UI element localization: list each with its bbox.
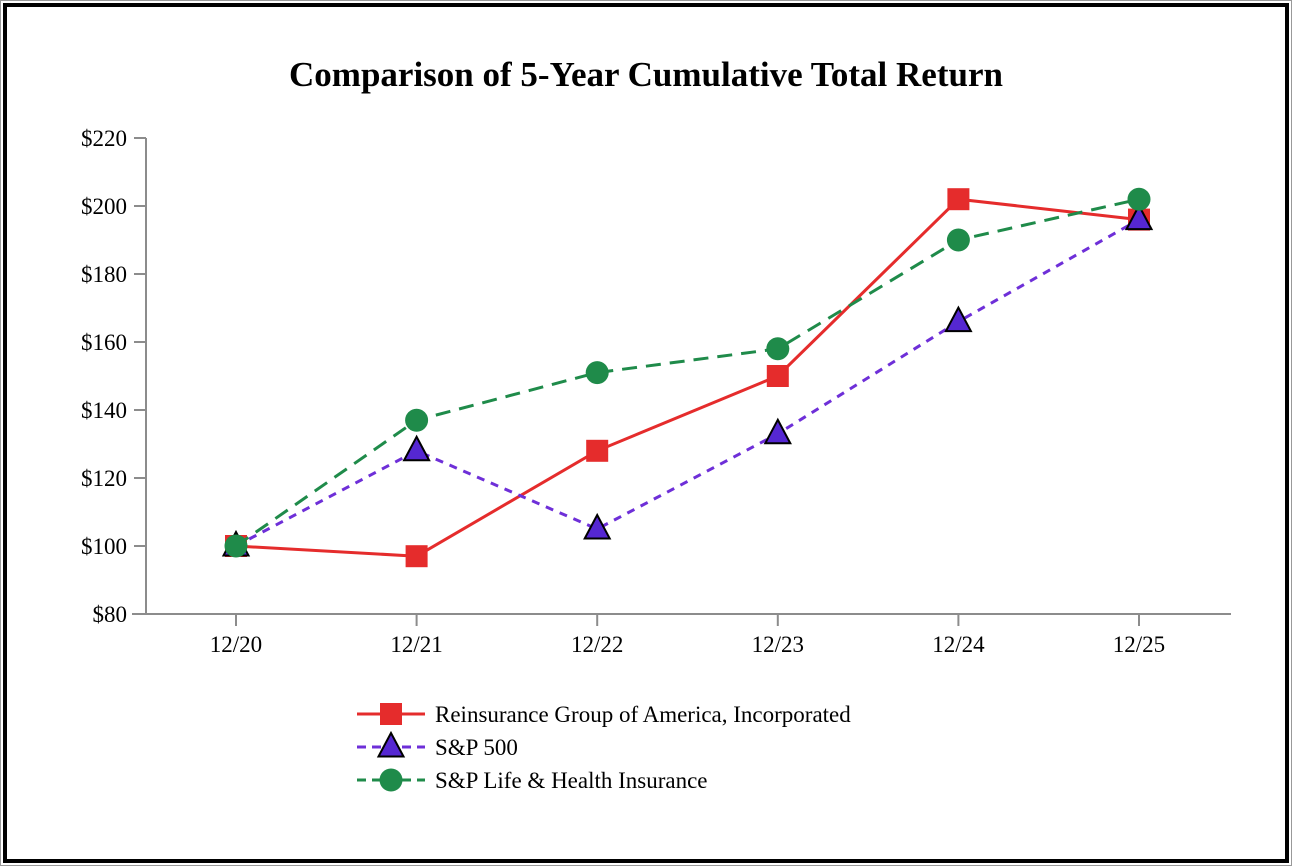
legend-label: S&P 500 [435,735,518,760]
triangle-marker [1124,203,1154,231]
chart-title: Comparison of 5-Year Cumulative Total Re… [289,55,1003,94]
y-tick-label: $180 [81,262,127,287]
triangle-marker [583,512,612,540]
y-tick-label: $200 [81,194,127,219]
y-tick-label: $160 [81,330,127,355]
x-tick-label: 12/20 [210,632,262,657]
x-tick-label: 12/25 [1113,632,1165,657]
legend-item: Reinsurance Group of America, Incorporat… [357,702,851,727]
legend-item: S&P Life & Health Insurance [357,768,708,793]
y-tick-label: $100 [81,534,127,559]
series-0 [225,188,1150,568]
circle-marker [946,228,970,252]
series-1 [221,203,1154,557]
triangle-marker [763,417,792,445]
legend-label: S&P Life & Health Insurance [435,768,708,793]
circle-marker [379,768,403,792]
triangle-marker [376,730,406,758]
circle-marker [1127,187,1151,211]
y-tick-label: $120 [81,466,127,491]
x-tick-label: 12/22 [571,632,623,657]
circle-marker [405,408,429,432]
x-tick-label: 12/21 [390,632,442,657]
square-marker [405,545,428,568]
series-line [235,197,1140,558]
x-tick-label: 12/24 [932,632,985,657]
triangle-marker [944,305,973,333]
square-marker [766,365,789,387]
triangle-marker [402,434,431,462]
series-line [235,197,1140,548]
x-tick-label: 12/23 [752,632,804,657]
y-tick-label: $80 [93,602,128,627]
legend-label: Reinsurance Group of America, Incorporat… [435,702,851,727]
series-2 [224,187,1151,558]
y-tick-label: $140 [81,398,127,423]
circle-marker [766,337,790,361]
circle-marker [224,534,248,558]
square-marker [586,439,609,462]
square-marker [380,703,402,725]
y-tick-label: $220 [81,126,127,151]
series-line [235,218,1140,548]
legend-item: S&P 500 [357,730,518,760]
square-marker [947,188,970,211]
circle-marker [585,361,609,385]
